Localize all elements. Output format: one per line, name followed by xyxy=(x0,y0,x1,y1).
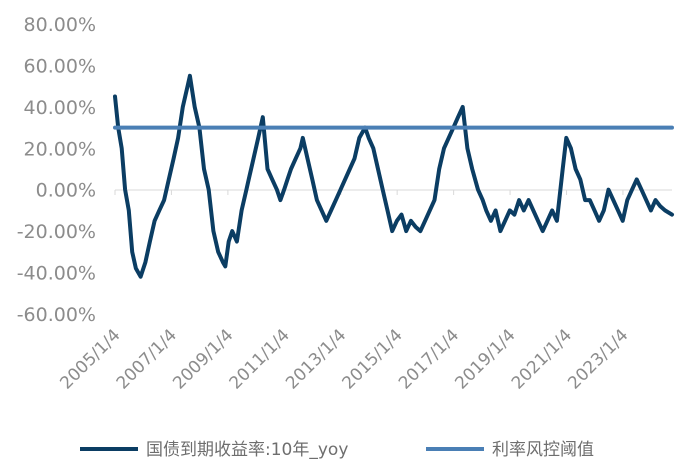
x-tick-label: 2015/1/4 xyxy=(339,325,407,393)
y-tick-label: -60.00% xyxy=(17,304,96,326)
y-tick-label: 60.00% xyxy=(24,55,96,77)
x-tick-label: 2005/1/4 xyxy=(56,325,124,393)
legend-label-yoy: 国债到期收益率:10年_yoy xyxy=(146,440,348,460)
x-tick-label: 2011/1/4 xyxy=(226,325,294,393)
x-tick-label: 2017/1/4 xyxy=(395,325,463,393)
x-tick-label: 2007/1/4 xyxy=(113,325,181,393)
x-tick-label: 2009/1/4 xyxy=(169,325,237,393)
y-tick-label: -40.00% xyxy=(17,263,96,285)
x-tick-label: 2019/1/4 xyxy=(451,325,519,393)
y-tick-label: 80.00% xyxy=(24,14,96,36)
legend-label-threshold: 利率风控阈值 xyxy=(492,440,594,460)
x-tick-label: 2013/1/4 xyxy=(282,325,350,393)
y-tick-label: -20.00% xyxy=(17,221,96,243)
x-tick-label: 2023/1/4 xyxy=(564,325,632,393)
x-tick-label: 2021/1/4 xyxy=(508,325,576,393)
series-layer xyxy=(113,73,674,279)
y-axis-ticks: 80.00% 60.00% 40.00% 20.00% 0.00% -20.00% -40.… xyxy=(17,14,96,326)
series-line-yoy xyxy=(113,73,674,279)
y-tick-label: 0.00% xyxy=(36,180,96,202)
y-tick-label: 20.00% xyxy=(24,138,96,160)
y-tick-label: 40.00% xyxy=(24,97,96,119)
legend: 国债到期收益率:10年_yoy 利率风控阈值 xyxy=(80,440,594,460)
